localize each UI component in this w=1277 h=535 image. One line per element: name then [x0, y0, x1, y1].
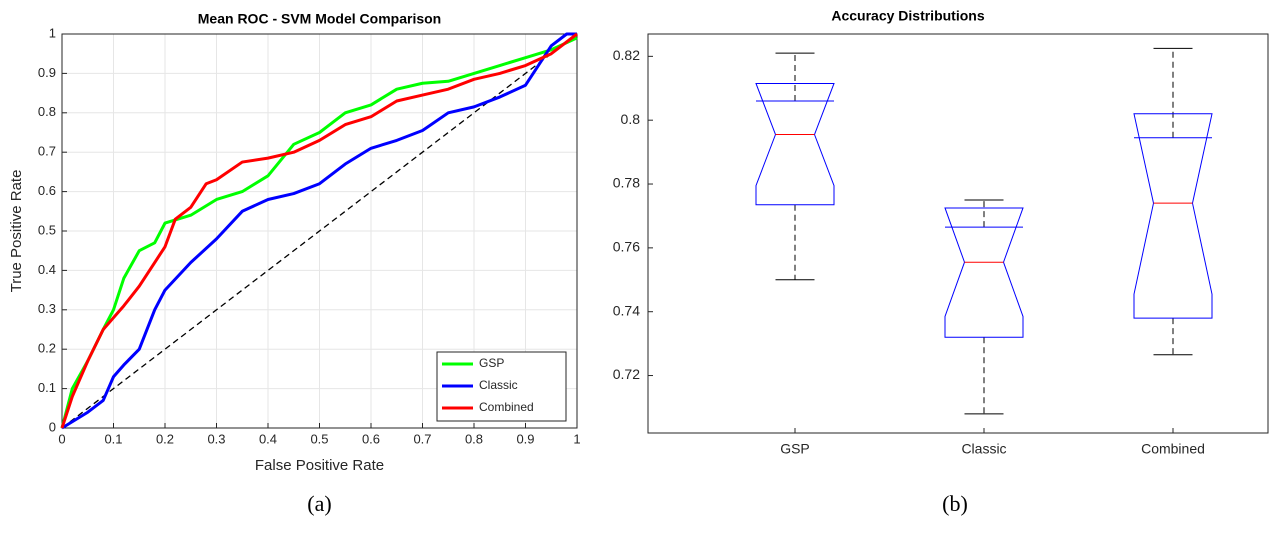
y-tick-label: 0.6 [38, 183, 56, 198]
y-tick-label: 0.8 [621, 111, 641, 127]
legend-label: GSP [479, 356, 504, 370]
axes-box [61, 33, 578, 429]
x-tick-label: 0.7 [413, 431, 431, 446]
y-tick-label: 0.82 [613, 47, 640, 63]
roc-line [60, 32, 578, 429]
box [944, 207, 1024, 338]
x-tick-label: 0.2 [156, 431, 174, 446]
x-tick-label: 0.1 [104, 431, 122, 446]
y-tick-label: 0.8 [38, 104, 56, 119]
y-tick-label: 0.2 [38, 341, 56, 356]
y-tick-label: 0 [49, 419, 56, 434]
y-tick-label: 1 [49, 25, 56, 40]
x-tick-label: 0.3 [207, 431, 225, 446]
y-tick-label: 0.1 [38, 380, 56, 395]
x-tick-label: Combined [1141, 441, 1205, 457]
chart-title: Accuracy Distributions [831, 8, 984, 24]
y-tick-label: 0.5 [38, 222, 56, 237]
x-tick-label: 0.5 [310, 431, 328, 446]
caption: (b) [942, 491, 968, 516]
x-tick-label: GSP [780, 441, 810, 457]
y-tick-label: 0.74 [613, 302, 640, 318]
roc-line [60, 36, 578, 429]
y-tick-label: 0.7 [38, 144, 56, 159]
y-tick-label: 0.9 [38, 65, 56, 80]
x-tick-label: 0.4 [259, 431, 277, 446]
y-tick-label: 0.76 [613, 239, 640, 255]
legend-label: Classic [479, 378, 518, 392]
x-tick-label: 0.9 [516, 431, 534, 446]
x-axis-label: False Positive Rate [255, 457, 384, 474]
box [1133, 113, 1213, 319]
legend-label: Combined [479, 400, 534, 414]
x-tick-label: Classic [961, 441, 1006, 457]
x-tick-label: 0.6 [362, 431, 380, 446]
x-tick-label: 0 [58, 431, 65, 446]
roc-line [61, 32, 577, 430]
box [755, 82, 835, 206]
caption: (a) [307, 491, 331, 516]
x-tick-label: 0.8 [465, 431, 483, 446]
y-tick-label: 0.3 [38, 301, 56, 316]
y-tick-label: 0.4 [38, 262, 56, 277]
y-axis-label: True Positive Rate [8, 170, 25, 293]
plot-area [647, 33, 1269, 434]
chart-title: Mean ROC - SVM Model Comparison [198, 11, 441, 27]
y-tick-label: 0.72 [613, 366, 640, 382]
y-tick-label: 0.78 [613, 175, 640, 191]
x-tick-label: 1 [573, 431, 580, 446]
